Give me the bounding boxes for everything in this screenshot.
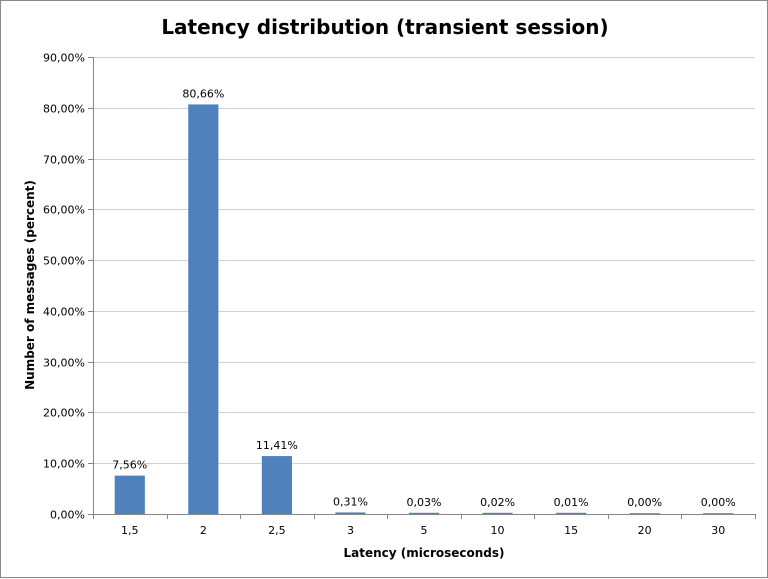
bars <box>114 104 734 514</box>
x-axis-title: Latency (microseconds) <box>343 546 504 560</box>
data-label: 0,31% <box>333 495 368 508</box>
y-axis-ticks: 0,00% 10,00% 20,00% 30,00% 40,00% 50,00% 60,00… <box>43 52 93 522</box>
data-labels: 7,56% 80,66% 11,41% 0,31% 0,03% 0,02% 0,01% 0,0… <box>112 87 735 509</box>
bar <box>556 512 587 514</box>
y-tick-label: 0,00% <box>50 509 85 522</box>
data-label: 0,00% <box>627 496 662 509</box>
x-tick-label: 2 <box>200 524 207 537</box>
y-tick-label: 20,00% <box>43 407 85 420</box>
bar <box>482 512 513 514</box>
bar <box>335 512 366 514</box>
x-tick-label: 15 <box>564 524 578 537</box>
bar <box>703 513 734 514</box>
data-label: 0,00% <box>701 496 736 509</box>
y-axis-title: Number of messages (percent) <box>23 180 37 390</box>
chart-title: Latency distribution (transient session) <box>161 15 608 39</box>
y-tick-label: 40,00% <box>43 306 85 319</box>
y-tick-label: 30,00% <box>43 357 85 370</box>
y-tick-label: 50,00% <box>43 255 85 268</box>
bar <box>408 512 440 514</box>
bar <box>629 513 660 514</box>
x-tick-label: 20 <box>638 524 652 537</box>
bar <box>261 456 292 514</box>
y-tick-label: 90,00% <box>43 52 85 65</box>
data-label: 11,41% <box>256 439 298 452</box>
y-tick-label: 70,00% <box>43 154 85 167</box>
data-label: 0,03% <box>407 496 442 509</box>
bar <box>188 104 219 514</box>
x-tick-label: 30 <box>711 524 725 537</box>
y-tick-label: 60,00% <box>43 204 85 217</box>
x-axis-ticks: 1,5 2 2,5 3 5 10 15 20 30 <box>93 514 756 537</box>
x-tick-label: 5 <box>421 524 428 537</box>
y-tick-label: 10,00% <box>43 458 85 471</box>
bar <box>114 475 145 514</box>
data-label: 80,66% <box>182 87 224 100</box>
data-label: 0,01% <box>554 496 589 509</box>
x-tick-label: 3 <box>347 524 354 537</box>
x-tick-label: 10 <box>491 524 505 537</box>
data-label: 7,56% <box>112 459 147 472</box>
data-label: 0,02% <box>480 496 515 509</box>
x-tick-label: 1,5 <box>121 524 139 537</box>
y-tick-label: 80,00% <box>43 103 85 116</box>
x-tick-label: 2,5 <box>268 524 286 537</box>
